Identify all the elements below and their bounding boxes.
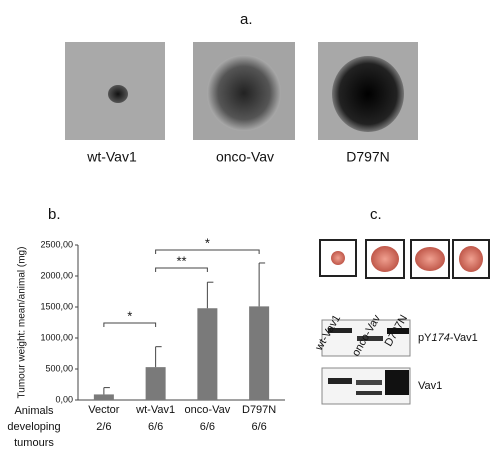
bar	[93, 394, 114, 400]
row-value: 6/6	[200, 421, 215, 433]
y-axis-label: Tumour weight: mean/animal (mg)	[17, 247, 28, 399]
panel-label: a.	[240, 11, 253, 28]
blot-label-part: Vav1	[418, 380, 442, 392]
y-tick-label: 1000,00	[40, 332, 73, 342]
y-tick-label: 1500,00	[40, 301, 73, 311]
x-tick-label: Vector	[88, 404, 120, 416]
blot-label-part: pY	[418, 332, 432, 344]
blots	[321, 319, 411, 405]
row-label: developing	[7, 421, 60, 433]
bracket	[103, 322, 157, 327]
row-value: 6/6	[148, 421, 163, 433]
caption: wt-Vav1	[86, 149, 137, 165]
blot-label-part: 174	[431, 332, 449, 344]
tumour-photos	[319, 239, 490, 279]
bracket	[155, 267, 208, 272]
x-tick-label: wt-Vav1	[135, 404, 175, 416]
x-tick-label: onco-Vav	[185, 404, 231, 416]
y-tick-label: 2000,00	[40, 270, 73, 280]
x-tick-label: D797N	[242, 404, 276, 416]
micrographs	[65, 42, 418, 140]
row-value: 2/6	[96, 421, 111, 433]
caption: D797N	[346, 149, 390, 165]
bracket	[155, 249, 260, 254]
significance: **	[176, 253, 186, 268]
row-label: Animals	[14, 405, 54, 417]
significance: *	[127, 308, 132, 323]
bar	[249, 306, 270, 400]
row-value: 6/6	[251, 421, 266, 433]
panel-label: c.	[370, 206, 382, 223]
y-tick-label: 2500,00	[40, 239, 73, 249]
y-tick-label: 500,00	[45, 363, 73, 373]
bar	[197, 308, 218, 400]
row-label: tumours	[14, 437, 54, 449]
blot-label: pY174-Vav1	[418, 332, 478, 344]
bar	[145, 367, 166, 400]
caption: onco-Vav	[216, 149, 274, 165]
y-tick-label: 0,00	[55, 394, 73, 404]
significance: *	[205, 235, 210, 250]
blot-label: Vav1	[418, 380, 442, 392]
panel-label: b.	[48, 206, 61, 223]
blot-label-part: -Vav1	[450, 332, 478, 344]
